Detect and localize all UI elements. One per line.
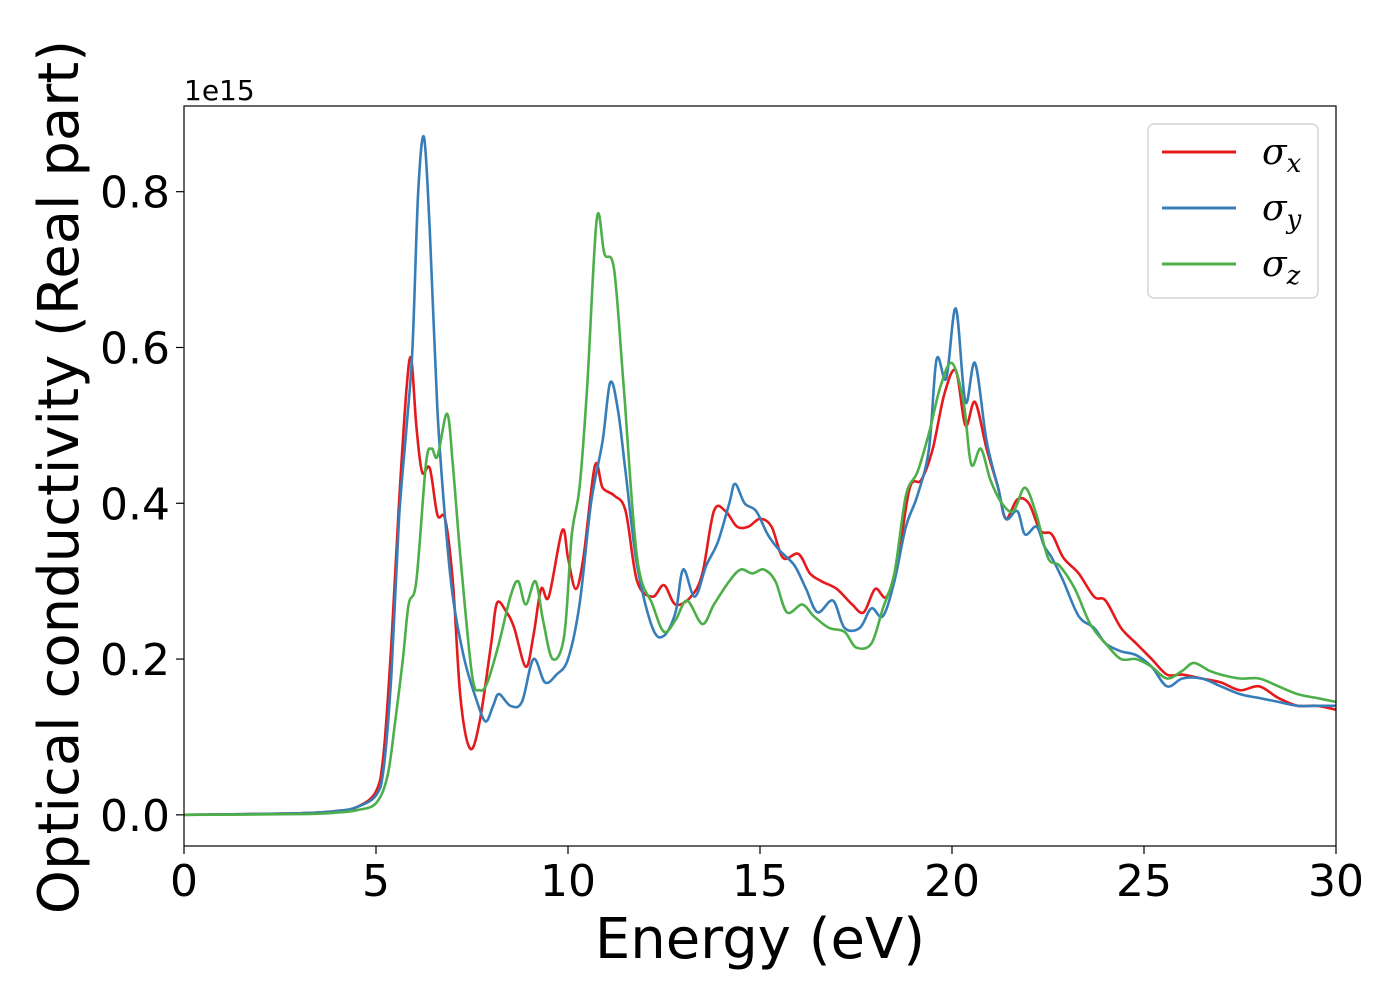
series-line-y	[184, 134, 1336, 817]
x-axis: 0 5 10 15 20 25 30	[170, 846, 1364, 907]
x-tick-label: 0	[170, 856, 198, 907]
x-tick-label: 10	[540, 856, 596, 907]
x-tick-label: 15	[732, 856, 788, 907]
legend-label-x: σx	[1262, 132, 1302, 179]
x-tick-label: 30	[1308, 856, 1364, 907]
series-layer	[184, 134, 1336, 817]
y-offset-label: 1e15	[184, 74, 255, 107]
y-tick-label: 0.6	[100, 323, 170, 374]
x-tick-label: 5	[362, 856, 390, 907]
series-line-z	[184, 212, 1336, 817]
y-axis-title: Optical conductivity (Real part)	[27, 40, 92, 914]
y-tick-label: 0.4	[100, 479, 170, 530]
x-tick-label: 20	[924, 856, 980, 907]
x-axis-title: Energy (eV)	[595, 907, 925, 972]
y-tick-label: 0.2	[100, 635, 170, 686]
x-tick-label: 25	[1116, 856, 1172, 907]
y-tick-label: 0.8	[100, 168, 170, 219]
legend-frame	[1147, 123, 1319, 299]
legend-label-y: σy	[1262, 188, 1302, 235]
series-line-x	[184, 356, 1336, 817]
y-tick-label: 0.0	[100, 791, 170, 842]
y-axis: 0.0 0.2 0.4 0.6 0.8	[100, 168, 184, 842]
